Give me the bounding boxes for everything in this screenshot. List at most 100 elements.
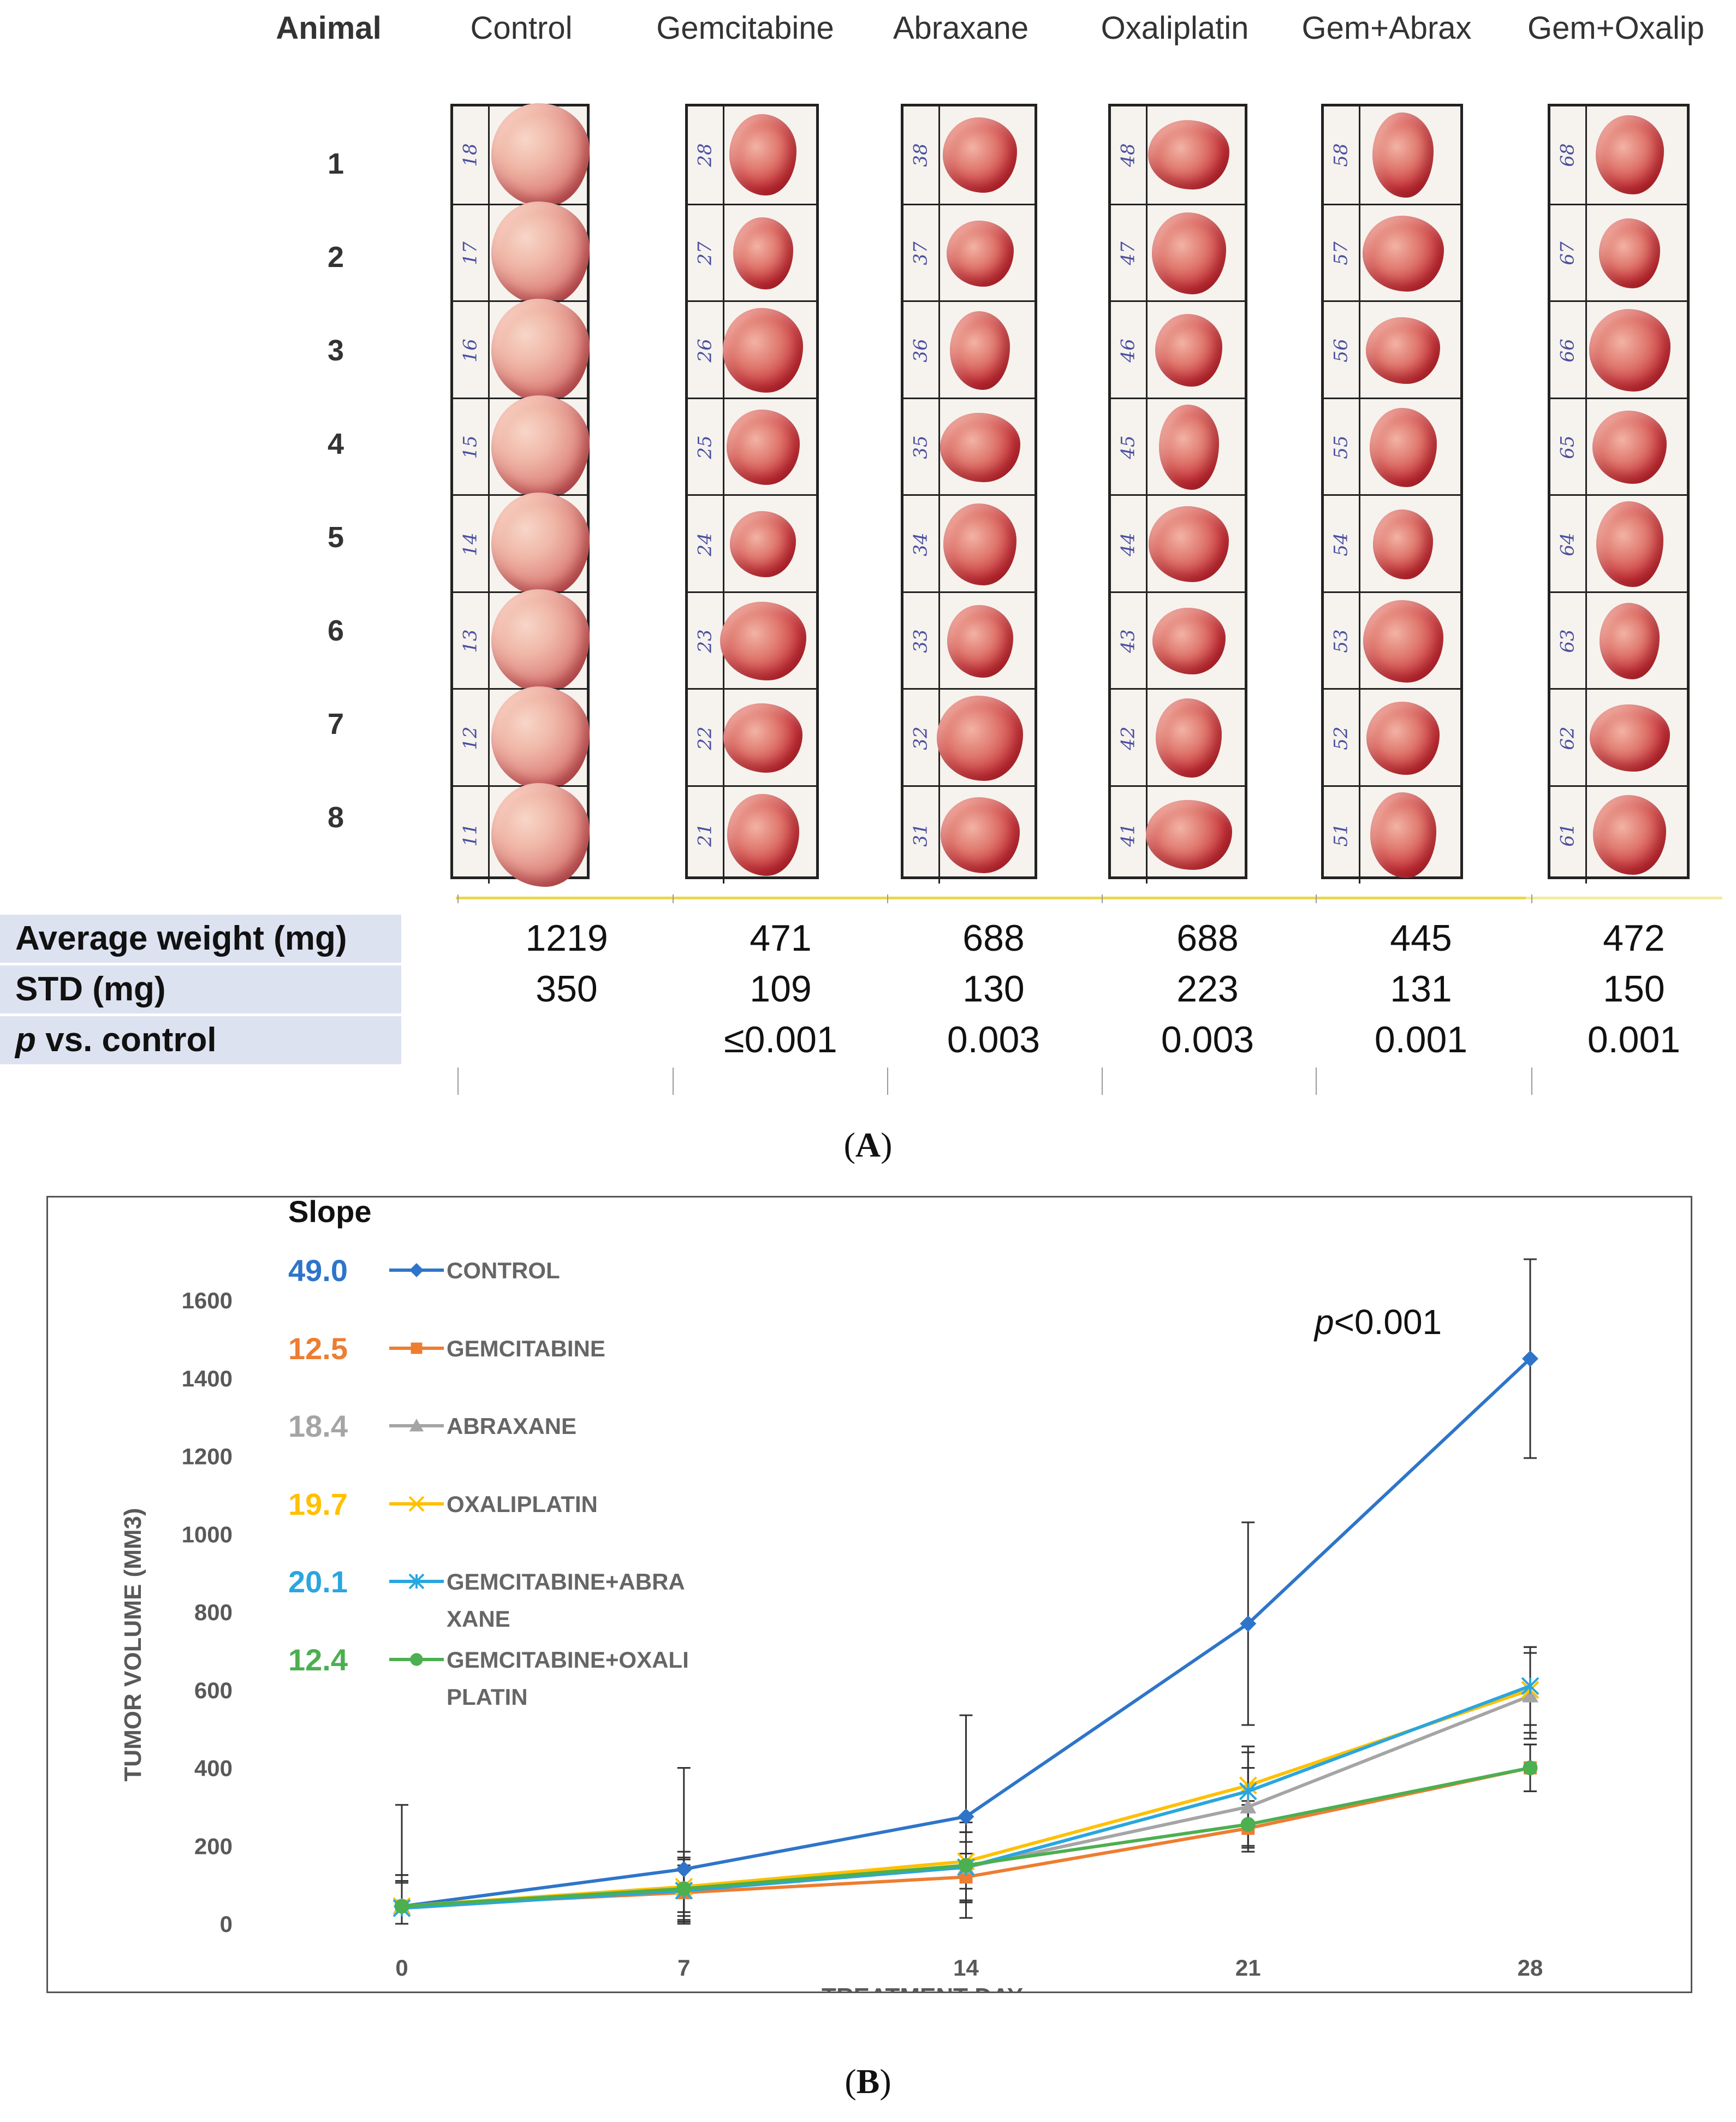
panel-a-label: (A) xyxy=(843,1125,893,1164)
specimen-cell: 25 xyxy=(688,397,816,496)
specimen-id: 25 xyxy=(694,435,716,459)
legend-marker xyxy=(409,1419,424,1432)
std-value: 109 xyxy=(750,968,812,1010)
specimen-cell: 32 xyxy=(903,688,1035,787)
id-divider xyxy=(488,786,490,884)
specimen-id: 52 xyxy=(1330,726,1352,750)
tumor-specimen xyxy=(1156,698,1222,778)
column-tick xyxy=(673,894,674,903)
data-point xyxy=(1523,1761,1538,1775)
y-tick-label: 1000 xyxy=(182,1521,233,1547)
avg-value: 688 xyxy=(962,917,1025,959)
tumor-specimen xyxy=(1370,792,1436,878)
specimen-cell: 42 xyxy=(1111,688,1245,787)
specimen-id: 21 xyxy=(694,823,716,847)
group-header: Oxaliplatin xyxy=(1101,10,1249,46)
specimen-id: 34 xyxy=(909,532,932,556)
specimen-cell: 22 xyxy=(688,688,816,787)
data-point xyxy=(1521,1677,1539,1696)
specimen-cell: 45 xyxy=(1111,397,1245,496)
tumor-specimen xyxy=(491,492,590,596)
specimen-cell: 56 xyxy=(1324,300,1460,399)
specimen-id: 47 xyxy=(1117,241,1139,265)
group-header: Gemcitabine xyxy=(656,10,834,46)
column-tick xyxy=(1531,894,1532,903)
data-point xyxy=(675,1861,692,1878)
tumor-specimen xyxy=(1593,795,1666,875)
column-tick xyxy=(457,1068,459,1095)
tumor-specimen xyxy=(1600,603,1660,680)
id-divider xyxy=(488,205,490,302)
legend-label: CONTROL xyxy=(447,1258,560,1283)
specimen-id: 16 xyxy=(459,339,481,363)
tumor-specimen xyxy=(1152,608,1226,675)
specimen-id: 11 xyxy=(459,823,481,847)
specimen-id: 53 xyxy=(1330,629,1352,653)
p-value: 0.003 xyxy=(1161,1019,1255,1060)
avg-value: 445 xyxy=(1390,917,1452,959)
id-divider xyxy=(1585,106,1587,204)
slope-value: 20.1 xyxy=(288,1564,348,1599)
tumor-specimen xyxy=(729,114,796,196)
specimen-id: 67 xyxy=(1556,241,1579,265)
specimen-id: 65 xyxy=(1556,435,1579,459)
x-axis-label: TREATMENT DAY xyxy=(822,1983,1023,1991)
specimen-cell: 53 xyxy=(1324,591,1460,690)
specimen-cell: 16 xyxy=(453,298,590,402)
tumor-specimen xyxy=(943,117,1017,193)
animal-number: 6 xyxy=(328,614,344,647)
tumor-specimen xyxy=(1369,407,1437,487)
tumor-specimen xyxy=(733,217,793,290)
id-divider xyxy=(938,592,940,690)
slope-value: 18.4 xyxy=(288,1409,348,1443)
specimen-cell: 67 xyxy=(1550,203,1687,302)
tumor-specimen xyxy=(1149,506,1229,583)
specimen-cell: 47 xyxy=(1111,203,1245,302)
specimen-cell: 61 xyxy=(1550,785,1687,884)
tumor-specimen xyxy=(1592,411,1667,484)
id-divider xyxy=(938,496,940,593)
specimen-cell: 27 xyxy=(688,203,816,302)
animal-number: 2 xyxy=(328,241,344,274)
tumor-specimen xyxy=(946,220,1014,287)
specimen-cell: 66 xyxy=(1550,300,1687,399)
specimen-id: 26 xyxy=(694,339,716,363)
id-divider xyxy=(1359,592,1360,690)
animal-number: 7 xyxy=(328,708,344,740)
std-value: 130 xyxy=(962,968,1025,1010)
slope-value: 12.4 xyxy=(288,1643,348,1677)
tumor-specimen xyxy=(491,783,590,887)
id-divider xyxy=(1146,302,1148,399)
specimen-cell: 43 xyxy=(1111,591,1245,690)
animal-number: 3 xyxy=(328,334,344,367)
id-divider xyxy=(1146,399,1148,496)
specimen-id: 62 xyxy=(1556,726,1579,750)
specimen-id: 15 xyxy=(459,435,481,459)
slope-value: 19.7 xyxy=(288,1487,348,1521)
specimen-id: 22 xyxy=(694,726,716,750)
tumor-specimen xyxy=(940,797,1020,873)
id-divider xyxy=(488,106,490,204)
specimen-id: 63 xyxy=(1556,629,1579,653)
specimen-id: 46 xyxy=(1117,339,1139,363)
legend-label: GEMCITABINE+OXALI xyxy=(447,1647,689,1673)
avg-value: 1219 xyxy=(525,917,608,959)
column-tick xyxy=(887,1068,888,1095)
tumor-specimen xyxy=(1596,501,1663,588)
specimen-cell: 65 xyxy=(1550,397,1687,496)
tumor-specimen xyxy=(491,298,590,402)
legend-label: GEMCITABINE+ABRA xyxy=(447,1569,685,1595)
id-divider xyxy=(1146,205,1148,302)
legend-label: OXALIPLATIN xyxy=(447,1491,598,1517)
specimen-cell: 41 xyxy=(1111,785,1245,884)
specimen-cell: 44 xyxy=(1111,494,1245,593)
legend-label: ABRAXANE xyxy=(447,1413,576,1439)
id-divider xyxy=(1585,690,1587,787)
column-tick xyxy=(457,894,459,903)
legend-marker xyxy=(409,1263,424,1277)
specimen-cell: 31 xyxy=(903,785,1035,884)
specimen-strip: 18 17 16 15 14 13 12 11 xyxy=(450,103,590,887)
legend-marker xyxy=(411,1342,423,1354)
specimen-id: 35 xyxy=(909,435,932,459)
specimen-cell: 52 xyxy=(1324,688,1460,787)
